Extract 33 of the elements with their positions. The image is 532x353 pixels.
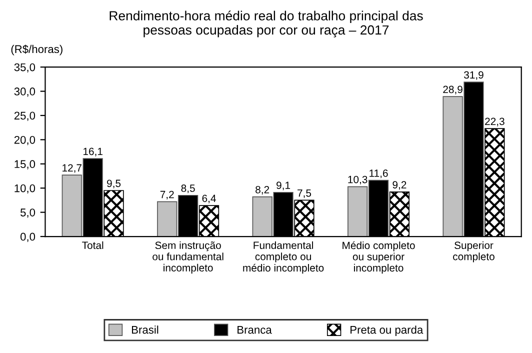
data-label: 7,5 <box>298 189 312 198</box>
legend-label: Branca <box>238 326 272 334</box>
x-tick-label: Superior completo <box>453 241 494 262</box>
data-label: 22,3 <box>485 118 504 126</box>
data-label: 6,4 <box>202 194 216 204</box>
y-tick-label: 10,0 <box>14 184 36 194</box>
legend-label: Preta ou parda <box>350 326 424 336</box>
data-label: 11,6 <box>370 170 388 178</box>
data-label: 28,9 <box>443 86 462 94</box>
data-label: 9,5 <box>107 180 121 188</box>
y-tick-label: 25,0 <box>14 112 36 121</box>
x-tick-label: Sem instrução ou fundamental incompleto <box>152 241 224 274</box>
data-label: 7,2 <box>160 190 174 200</box>
y-axis-title: (R$/horas) <box>11 44 62 56</box>
data-label: 8,5 <box>181 184 195 194</box>
data-label: 10,3 <box>348 176 368 184</box>
data-label: 12,7 <box>62 164 82 173</box>
x-tick-label: Fundamental completo ou médio incompleto <box>243 241 324 274</box>
legend-label: Brasil <box>132 326 158 334</box>
data-label: 16,1 <box>83 148 102 156</box>
chart-title: Rendimento-hora médio real do trabalho principal das pessoas ocupadas por cor ou raça – 2017 <box>110 10 423 38</box>
data-label: 9,1 <box>276 182 290 190</box>
y-tick-label: 0,0 <box>20 232 36 242</box>
data-label: 9,2 <box>392 181 406 190</box>
x-tick-label: Total <box>82 241 104 250</box>
data-label: 31,9 <box>464 71 484 80</box>
y-tick-label: 20,0 <box>14 136 36 146</box>
y-tick-label: 5,0 <box>20 208 36 218</box>
y-tick-label: 15,0 <box>14 160 36 170</box>
y-tick-label: 30,0 <box>14 88 36 97</box>
data-label: 8,2 <box>256 186 270 195</box>
x-tick-label: Médio completo ou superior incompleto <box>342 241 415 274</box>
y-tick-label: 35,0 <box>14 63 36 73</box>
